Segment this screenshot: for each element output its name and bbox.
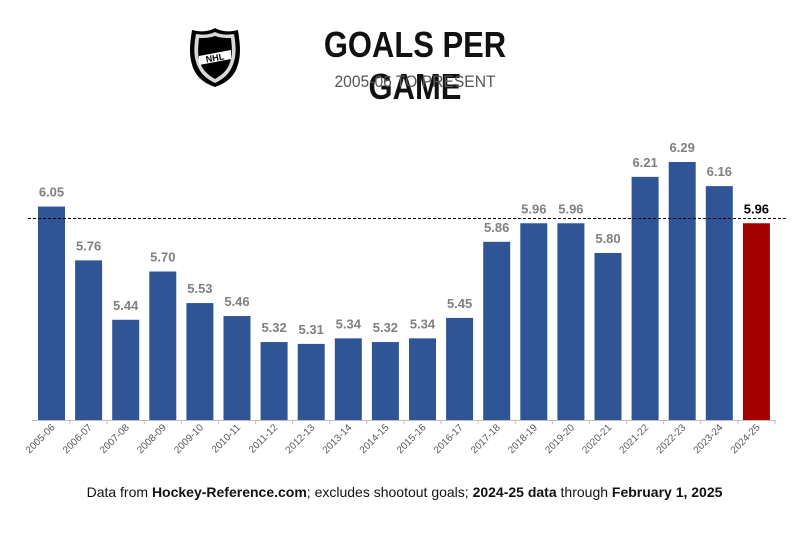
bar-2005-06	[38, 206, 65, 420]
value-label-2020-21: 5.80	[595, 231, 620, 246]
value-label-2009-10: 5.53	[187, 281, 212, 296]
bar-2017-18	[483, 241, 511, 420]
category-label-2015-16: 2015-16	[395, 422, 429, 456]
bar-2019-20	[557, 223, 585, 420]
bar-2023-24	[705, 186, 733, 420]
bar-2007-08	[112, 319, 140, 420]
category-label-2007-08: 2007-08	[98, 422, 132, 456]
value-label-2013-14: 5.34	[336, 316, 362, 331]
bar-2006-07	[75, 260, 103, 420]
bar-2021-22	[631, 176, 659, 420]
category-label-2018-19: 2018-19	[506, 422, 540, 456]
bar-2008-09	[149, 271, 177, 420]
value-label-2014-15: 5.32	[373, 320, 398, 335]
footer-date: February 1, 2025	[611, 484, 723, 500]
category-label-2010-11: 2010-11	[210, 422, 244, 456]
footer-season: 2024-25 data	[472, 484, 557, 500]
category-label-2012-13: 2012-13	[284, 422, 318, 456]
category-label-2016-17: 2016-17	[432, 422, 466, 456]
nhl-logo-text: NHL	[205, 51, 225, 64]
bar-2022-23	[668, 162, 696, 420]
footer-text-2: ; excludes shootout goals;	[306, 484, 473, 500]
value-label-2008-09: 5.70	[150, 250, 175, 265]
bar-2013-14	[334, 338, 362, 420]
category-label-2021-22: 2021-22	[617, 422, 651, 456]
bar-2016-17	[446, 317, 474, 420]
bar-2009-10	[186, 303, 214, 420]
value-label-2011-12: 5.32	[261, 320, 286, 335]
nhl-logo: NHL	[190, 28, 240, 87]
bar-2011-12	[260, 342, 288, 420]
value-label-2012-13: 5.31	[299, 322, 324, 337]
bar-2015-16	[409, 338, 436, 420]
category-label-2024-25: 2024-25	[729, 422, 763, 456]
category-label-2020-21: 2020-21	[580, 422, 614, 456]
bar-2014-15	[371, 342, 399, 420]
value-label-2007-08: 5.44	[113, 298, 139, 313]
value-label-2017-18: 5.86	[484, 220, 509, 235]
value-label-2018-19: 5.96	[521, 201, 546, 216]
bar-2010-11	[223, 316, 251, 420]
value-label-2015-16: 5.34	[410, 316, 436, 331]
page-subtitle: 2005-06 TO PRESENT	[334, 72, 496, 91]
bar-2012-13	[297, 343, 325, 420]
value-label-2023-24: 6.16	[707, 164, 732, 179]
bar-2024-25	[742, 223, 770, 420]
bar-chart: 6.05 2005-06 5.76 2006-07 5.44 2007-08 5.70 200…	[24, 140, 786, 456]
category-label-2013-14: 2013-14	[321, 422, 355, 456]
category-label-2023-24: 2023-24	[692, 422, 726, 456]
footer-note: Data from Hockey-Reference.com; excludes…	[0, 484, 809, 500]
category-label-2008-09: 2008-09	[135, 422, 169, 456]
category-label-2022-23: 2022-23	[655, 422, 689, 456]
footer-text-3: through	[556, 484, 612, 500]
category-label-2019-20: 2019-20	[543, 422, 577, 456]
value-label-2019-20: 5.96	[558, 201, 583, 216]
footer-source: Hockey-Reference.com	[151, 484, 307, 500]
value-label-2021-22: 6.21	[632, 155, 657, 170]
category-label-2011-12: 2011-12	[247, 422, 281, 456]
bar-2020-21	[594, 252, 622, 420]
category-label-2014-15: 2014-15	[358, 422, 392, 456]
category-label-2009-10: 2009-10	[172, 422, 206, 456]
value-label-2024-25: 5.96	[744, 201, 769, 216]
footer-text-1: Data from	[86, 484, 152, 500]
value-label-2022-23: 6.29	[670, 140, 695, 155]
value-label-2005-06: 6.05	[39, 185, 64, 200]
value-label-2010-11: 5.46	[224, 294, 249, 309]
value-label-2016-17: 5.45	[447, 296, 472, 311]
category-label-2017-18: 2017-18	[469, 422, 503, 456]
value-label-2006-07: 5.76	[76, 238, 101, 253]
category-label-2006-07: 2006-07	[61, 422, 95, 456]
bar-2018-19	[520, 223, 548, 420]
category-label-2005-06: 2005-06	[24, 422, 58, 456]
page-title: GOALS PER GAME	[323, 24, 507, 107]
